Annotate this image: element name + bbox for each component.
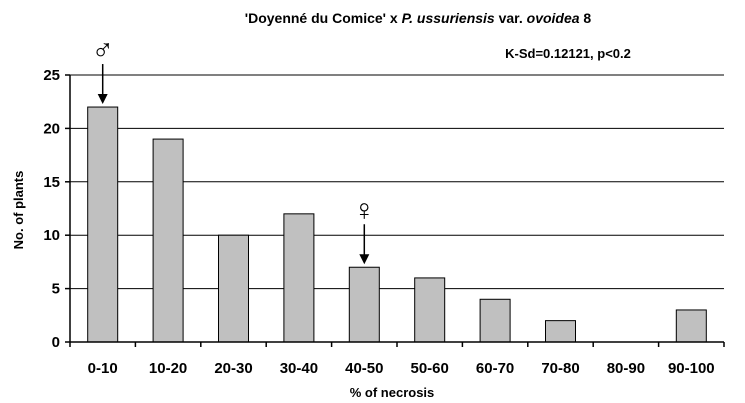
x-tick-label: 20-30 (214, 360, 252, 377)
bar-50-60 (414, 277, 446, 343)
bars (87, 106, 707, 343)
y-tick-label: 15 (43, 174, 60, 191)
chart-title: 'Doyenné du Comice' x P. ussuriensis var… (245, 10, 592, 26)
x-tick-label: 30-40 (280, 360, 318, 377)
y-tick-labels: 0 5 10 15 20 25 (43, 67, 60, 351)
title-part: 8 (580, 10, 592, 26)
x-tick-label: 60-70 (476, 360, 514, 377)
marker-male: ♂ (91, 34, 114, 105)
x-tick-label: 0-10 (88, 360, 118, 377)
title-part: ovoidea (527, 10, 580, 26)
marker-arrow-head (359, 254, 370, 265)
y-tick-label: 10 (43, 227, 60, 244)
y-tick-label: 5 (52, 281, 60, 298)
y-tick-label: 0 (52, 334, 60, 351)
title-part: 'Doyenné du Comice' x (245, 10, 402, 26)
bar-90-100 (675, 309, 707, 343)
x-tick-labels: 0-10 10-20 20-30 30-40 40-50 50-60 60-70 70-80 8… (88, 360, 715, 377)
axes (65, 74, 725, 347)
marker-symbol: ♀ (353, 194, 376, 227)
x-tick-label: 90-100 (668, 360, 715, 377)
x-tick-label: 50-60 (411, 360, 449, 377)
x-axis-label: % of necrosis (350, 385, 435, 400)
y-axis-label: No. of plants (11, 171, 26, 250)
bar-30-40 (283, 213, 315, 343)
bar-70-80 (545, 320, 576, 343)
title-part: P. ussuriensis (402, 10, 495, 26)
bar-20-30 (218, 234, 249, 343)
y-tick-label: 25 (43, 67, 60, 84)
bar-60-70 (479, 298, 511, 343)
marker-female: ♀ (353, 194, 376, 265)
title-part: var. (495, 10, 527, 26)
marker-symbol: ♂ (91, 34, 114, 67)
bar-0-10 (87, 106, 119, 343)
x-tick-label: 70-80 (541, 360, 579, 377)
bar-40-50 (348, 266, 380, 343)
bar-10-20 (152, 138, 184, 343)
y-tick-label: 20 (43, 120, 60, 137)
marker-arrow-head (97, 94, 108, 105)
sex-markers: ♂♀ (91, 34, 376, 265)
chart-annotation: K-Sd=0.12121, p<0.2 (505, 46, 631, 61)
x-tick-label: 40-50 (345, 360, 383, 377)
x-tick-label: 10-20 (149, 360, 187, 377)
x-tick-label: 80-90 (607, 360, 645, 377)
